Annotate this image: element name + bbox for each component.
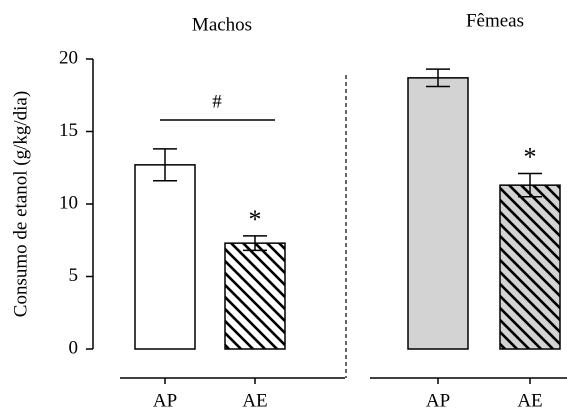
error-bar — [426, 68, 450, 88]
error-bar — [243, 235, 267, 252]
x-tick-label: AP — [426, 390, 450, 411]
y-tick-label: 15 — [59, 120, 78, 141]
bar — [407, 77, 469, 350]
x-tick-label: AP — [153, 390, 177, 411]
annotation: * — [249, 205, 262, 234]
y-tick-label: 0 — [69, 337, 79, 358]
y-tick-label: 10 — [59, 192, 78, 213]
bar — [499, 184, 561, 350]
y-tick-label: 5 — [69, 265, 79, 286]
annotation: # — [212, 91, 222, 112]
x-tick-label: AE — [517, 390, 542, 411]
error-bar — [518, 172, 542, 198]
group-title: Fêmeas — [466, 10, 524, 31]
x-tick-label: AE — [242, 390, 267, 411]
group-title: Machos — [192, 14, 252, 35]
bar — [224, 242, 286, 350]
y-tick-label: 20 — [59, 47, 78, 68]
error-bar — [153, 148, 177, 182]
bar — [134, 164, 196, 350]
annotation: * — [524, 143, 537, 172]
y-axis-label: Consumo de etanol (g/kg/dia) — [10, 91, 31, 317]
